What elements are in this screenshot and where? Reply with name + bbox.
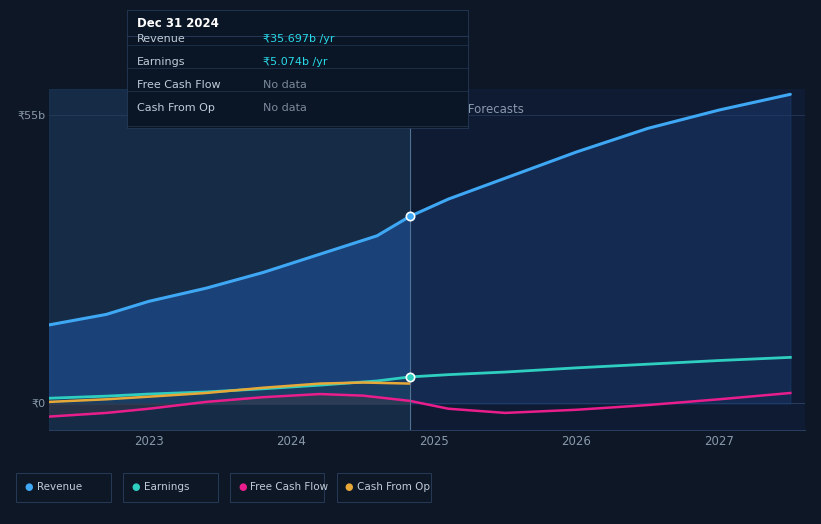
Text: Free Cash Flow: Free Cash Flow — [137, 80, 221, 90]
Text: ●: ● — [25, 482, 33, 493]
Text: Revenue: Revenue — [37, 482, 82, 493]
Text: ₹5.074b /yr: ₹5.074b /yr — [263, 57, 328, 67]
Text: Cash From Op: Cash From Op — [357, 482, 430, 493]
Bar — [410, 89, 805, 430]
Text: Revenue: Revenue — [137, 34, 186, 44]
Text: ●: ● — [345, 482, 353, 493]
Text: Dec 31 2024: Dec 31 2024 — [137, 17, 219, 30]
Bar — [49, 89, 410, 430]
Text: ●: ● — [131, 482, 140, 493]
Text: ₹55b: ₹55b — [17, 110, 45, 121]
Text: Cash From Op: Cash From Op — [137, 103, 215, 113]
Text: Free Cash Flow: Free Cash Flow — [250, 482, 328, 493]
Text: No data: No data — [263, 80, 306, 90]
Text: ₹35.697b /yr: ₹35.697b /yr — [263, 34, 334, 44]
Text: No data: No data — [263, 103, 306, 113]
Text: Past: Past — [377, 103, 406, 116]
Text: ₹0: ₹0 — [31, 398, 45, 409]
Text: Earnings: Earnings — [144, 482, 189, 493]
Text: ●: ● — [238, 482, 246, 493]
Text: Earnings: Earnings — [137, 57, 186, 67]
Text: Analysts Forecasts: Analysts Forecasts — [414, 103, 524, 116]
